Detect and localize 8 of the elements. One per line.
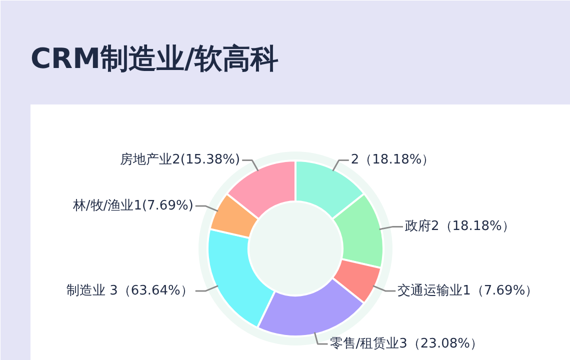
slice-label: 林/牧/渔业1(7.69%) [72, 198, 194, 214]
slice-label: 房地产业2(15.38%) [120, 152, 240, 168]
data-label: 2（18.18%） [350, 152, 435, 168]
slice-label: 零售/租赁业3（23.08%） [330, 336, 483, 352]
slice-label: 交通运输业1（7.69%） [398, 282, 538, 299]
slice-label: 政府2（18.18%） [404, 218, 515, 234]
chart-title: CRM制造业/软高科 [30, 42, 279, 75]
slice-label: 制造业 3（63.64%） [66, 284, 194, 299]
